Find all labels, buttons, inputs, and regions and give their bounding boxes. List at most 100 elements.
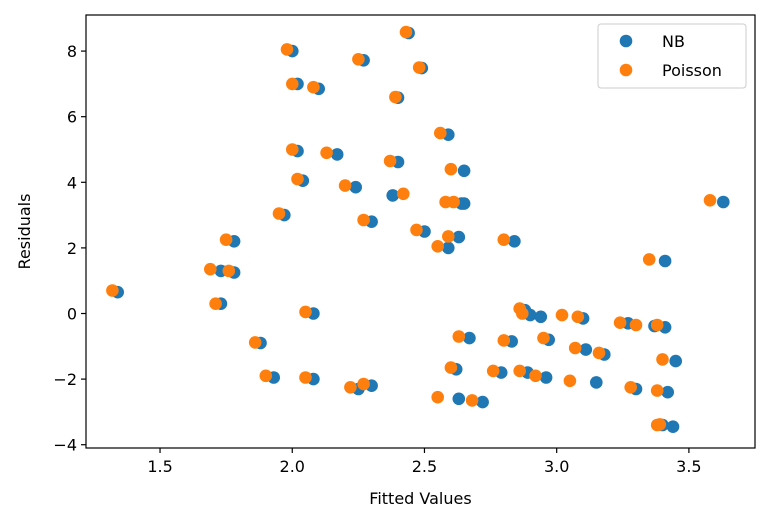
y-tick-label: −2 (53, 370, 77, 389)
poisson-point (465, 394, 479, 407)
x-tick-label: 2.0 (280, 457, 305, 476)
nb-point (452, 392, 466, 406)
nb-point (457, 197, 471, 210)
nb-point (534, 310, 548, 324)
poisson-point (259, 369, 273, 383)
poisson-point (452, 330, 466, 343)
poisson-point (442, 230, 455, 243)
nb-point (508, 235, 521, 248)
poisson-point (222, 264, 236, 278)
poisson-point (272, 207, 286, 220)
poisson-point (412, 61, 426, 74)
y-tick-label: 0 (67, 305, 77, 324)
poisson-point (357, 377, 370, 391)
nb-point (669, 354, 682, 368)
nb-point (658, 254, 672, 268)
poisson-point (444, 162, 458, 176)
poisson-point (624, 381, 637, 394)
poisson-point (357, 213, 370, 227)
poisson-point (320, 146, 333, 160)
nb-point (457, 164, 471, 178)
poisson-point (431, 240, 445, 253)
y-tick-label: 2 (67, 239, 77, 258)
y-tick-label: 8 (67, 42, 77, 61)
poisson-point (629, 318, 643, 332)
poisson-point (291, 172, 304, 186)
poisson-point (434, 126, 447, 140)
legend-label-poisson: Poisson (662, 61, 722, 80)
poisson-point (352, 53, 365, 66)
points-layer (106, 25, 730, 434)
poisson-point (703, 194, 717, 207)
poisson-point (497, 334, 511, 347)
poisson-point (447, 195, 460, 209)
poisson-point (299, 305, 312, 319)
legend-marker-nb (619, 34, 633, 48)
nb-point (590, 376, 603, 389)
poisson-point (486, 364, 500, 378)
poisson-point (399, 25, 413, 39)
y-tick-label: 6 (67, 108, 77, 127)
poisson-point (650, 384, 664, 397)
poisson-point (307, 80, 320, 94)
poisson-point (219, 233, 233, 246)
nb-point (442, 241, 455, 255)
poisson-point (286, 77, 299, 91)
poisson-point (383, 154, 397, 168)
nb-point (476, 395, 489, 409)
nb-point (666, 420, 680, 434)
y-tick-label: 4 (67, 173, 77, 192)
nb-point (463, 331, 476, 345)
poisson-point (280, 43, 294, 56)
poisson-point (389, 90, 402, 104)
poisson-point (529, 369, 542, 383)
x-axis-label: Fitted Values (369, 489, 471, 508)
poisson-point (613, 316, 627, 330)
poisson-point (513, 364, 526, 378)
poisson-point (650, 318, 664, 332)
poisson-point (286, 143, 299, 156)
plot-frame (85, 14, 756, 449)
x-tick-label: 3.0 (544, 457, 569, 476)
nb-point (330, 148, 344, 161)
poisson-point (444, 361, 458, 374)
legend: NB Poisson (597, 23, 747, 89)
poisson-point (209, 297, 222, 311)
poisson-point (571, 310, 585, 324)
nb-point (579, 343, 593, 356)
series-poisson (106, 25, 717, 432)
poisson-point (592, 346, 606, 360)
y-axis-label: Residuals (15, 194, 34, 270)
legend-marker-poisson (619, 63, 633, 77)
y-tick-label: −4 (53, 436, 77, 455)
poisson-point (568, 341, 582, 355)
x-tick-label: 2.5 (412, 457, 437, 476)
poisson-point (344, 381, 357, 394)
poisson-point (563, 374, 577, 388)
poisson-point (431, 390, 445, 404)
poisson-point (204, 262, 217, 276)
poisson-point (656, 353, 669, 366)
nb-point (539, 371, 553, 384)
poisson-point (410, 223, 423, 237)
poisson-point (642, 253, 656, 266)
legend-label-nb: NB (662, 32, 685, 51)
nb-point (386, 189, 400, 202)
legend-box (597, 23, 747, 89)
poisson-point (299, 371, 312, 384)
nb-point (452, 230, 466, 244)
poisson-point (653, 418, 667, 431)
nb-point (717, 195, 730, 209)
ticks-layer: 1.5 2.0 2.5 3.0 3.5 −4 −2 0 2 4 6 8 (53, 42, 701, 476)
poisson-point (106, 284, 119, 297)
nb-point (661, 385, 674, 399)
x-tick-label: 1.5 (147, 457, 172, 476)
x-tick-label: 3.5 (676, 457, 701, 476)
poisson-point (338, 179, 352, 192)
poisson-point (497, 233, 511, 246)
poisson-point (555, 308, 569, 322)
poisson-point (248, 336, 262, 349)
poisson-point (537, 331, 550, 345)
poisson-point (397, 187, 410, 201)
